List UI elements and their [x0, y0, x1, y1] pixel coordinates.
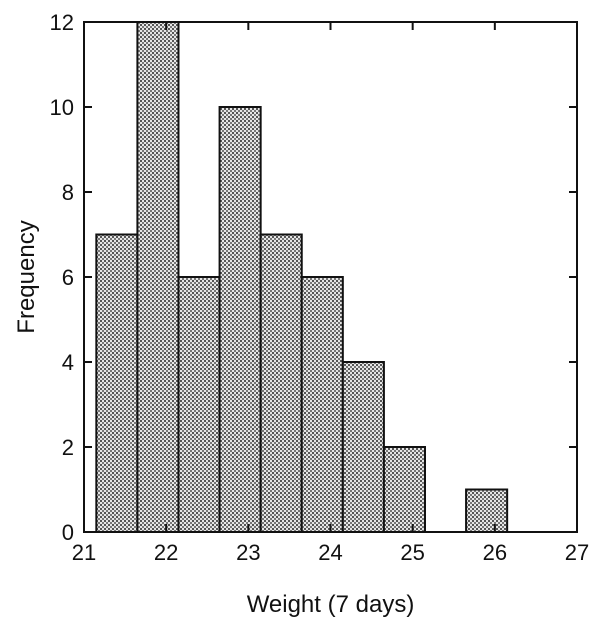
- x-tick-label: 27: [565, 540, 589, 565]
- x-tick-label: 25: [400, 540, 424, 565]
- y-axis-title: Frequency: [13, 220, 40, 333]
- y-tick-label: 4: [62, 350, 74, 375]
- y-tick-label: 6: [62, 265, 74, 290]
- histogram-bar: [341, 361, 385, 533]
- histogram-bar: [218, 106, 262, 533]
- y-tick-label: 10: [50, 95, 74, 120]
- x-tick-label: 23: [236, 540, 260, 565]
- histogram-bar: [382, 446, 426, 533]
- y-tick-label: 2: [62, 435, 74, 460]
- histogram-bar: [259, 233, 303, 533]
- x-tick-label: 21: [72, 540, 96, 565]
- bars-group: [95, 21, 509, 533]
- histogram-bar: [95, 233, 139, 533]
- x-tick-label: 22: [154, 540, 178, 565]
- x-tick-label: 26: [483, 540, 507, 565]
- histogram-bar: [465, 488, 509, 533]
- y-tick-label: 8: [62, 180, 74, 205]
- x-tick-label: 24: [318, 540, 342, 565]
- x-axis-title: Weight (7 days): [247, 591, 415, 618]
- histogram-bar: [177, 276, 221, 533]
- histogram-bar: [300, 276, 344, 533]
- y-tick-label: 0: [62, 520, 74, 545]
- y-tick-label: 12: [50, 10, 74, 35]
- histogram-bar: [136, 21, 180, 533]
